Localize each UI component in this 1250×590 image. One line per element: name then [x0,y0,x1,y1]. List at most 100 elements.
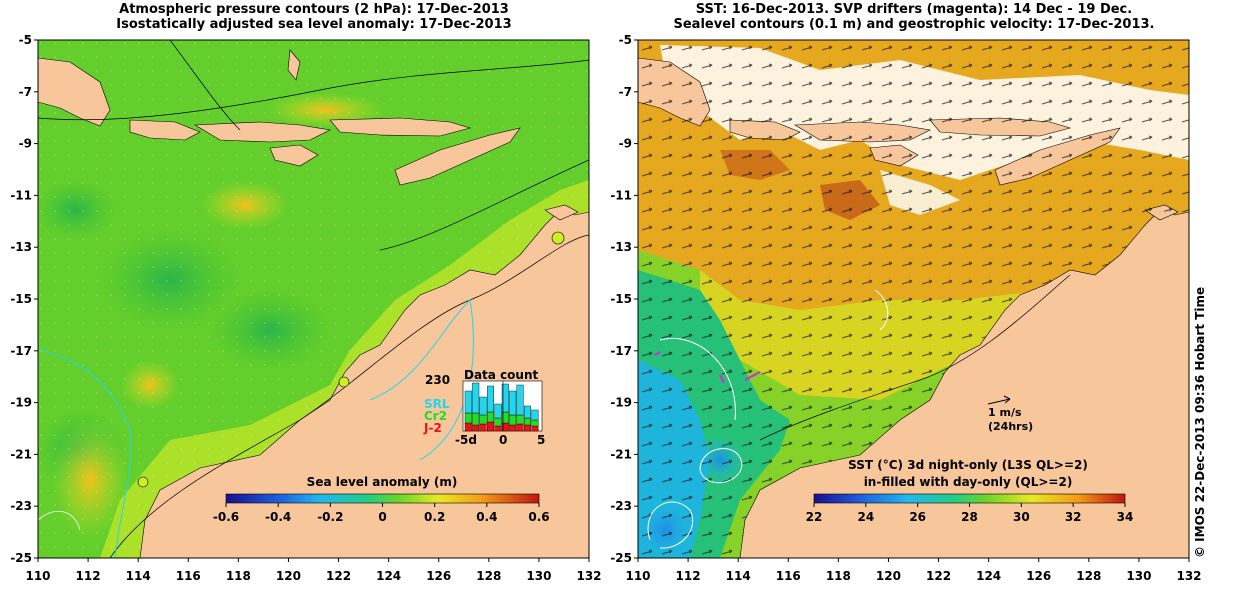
x-tick-label: 116 [776,569,801,583]
left-sumbawa-island [193,121,331,143]
left-pressure-contour [169,40,241,131]
x-tick-label: 118 [226,569,251,583]
data-count-legend-srl: SRL [424,397,450,411]
left-colorbar-bar [225,493,540,504]
right-sealevel-contour [874,289,889,331]
left-title: Atmospheric pressure contours (2 hPa): 1… [38,2,590,32]
left-map [38,40,589,558]
x-tick-label: 132 [1176,569,1201,583]
y-tick-label: -25 [10,551,32,565]
x-tick-label: 112 [76,569,101,583]
right-colorbar-ticks: 22 24 26 28 30 32 34 [806,503,1133,524]
x-tick-label: 122 [326,569,351,583]
colorbar-tick-label: 0.2 [424,510,445,524]
histogram-bar-segment [464,422,472,432]
y-tick-label: -17 [610,344,632,358]
x-tick-label: 120 [276,569,301,583]
y-tick-label: -17 [10,344,32,358]
histogram-bar-segment [479,396,487,416]
histogram-bar-segment [487,411,495,423]
colorbar-tick-label: -0.4 [265,510,291,524]
histogram-bar-segment [509,414,517,426]
histogram-bar-segment [472,412,480,426]
right-title-line2: Sealevel contours (0.1 m) and geostrophi… [673,17,1155,32]
colorbar-tick-label: 0.6 [528,510,549,524]
x-tick-label: 126 [1026,569,1051,583]
histogram-bar-segment [531,409,539,421]
colorbar-tick-label: -0.6 [213,510,239,524]
data-count-xtick: 0 [499,433,507,447]
left-colorbar-label: Sea level anomaly (m) [307,475,458,489]
y-tick-label: -13 [10,240,32,254]
y-tick-label: -21 [10,447,32,461]
histogram-bar-segment [494,425,502,432]
x-tick-label: 122 [926,569,951,583]
x-tick-label: 114 [726,569,751,583]
histogram-bar-segment [479,423,487,432]
right-sealevel-contour [699,448,743,484]
histogram-bar-segment [516,384,524,416]
x-tick-label: 132 [576,569,601,583]
histogram-bar-segment [479,414,487,425]
colorbar-tick-label: -0.2 [317,510,343,524]
left-java-island [38,57,111,127]
x-tick-label: 120 [876,569,901,583]
histogram-bar-segment [509,424,517,432]
right-map [638,40,1189,558]
colorbar-tick-label: 0 [378,510,386,524]
x-tick-label: 114 [126,569,151,583]
y-tick-label: -19 [10,396,32,410]
velocity-key: 1 m/s (24hrs) [987,395,1033,433]
y-tick-label: -19 [610,396,632,410]
x-tick-label: 130 [1126,569,1151,583]
histogram-bar-segment [464,412,472,424]
x-tick-label: 124 [976,569,1001,583]
right-title: SST: 16-Dec-2013. SVP drifters (magenta)… [638,2,1190,32]
x-tick-label: 126 [426,569,451,583]
velocity-key-label: (24hrs) [988,420,1033,433]
y-tick-label: -5 [19,33,32,47]
left-white-contour [38,510,81,531]
colorbar-tick-label: 24 [857,510,874,524]
data-count-max-label: 230 [425,373,450,387]
right-sealevel-contour [647,501,694,549]
x-tick-label: 110 [625,569,650,583]
y-tick-label: -13 [610,240,632,254]
left-pressure-contour [109,234,589,558]
right-axes: 110 112 114 116 118 120 122 124 126 128 130 132 -5 -7… [610,33,1201,583]
y-tick-label: -11 [610,188,632,202]
histogram-bar-segment [472,424,480,432]
right-sealevel-contour [659,338,736,421]
histogram-bar-segment [524,405,532,419]
left-flores-island [329,117,472,137]
right-colorbar-label: SST (°C) 3d night-only (L3S QL>=2) [848,458,1088,472]
left-bali-lombok-island [129,119,201,141]
velocity-key-arrow [987,395,1011,405]
left-small-island [544,204,579,221]
right-drifter-track [719,374,725,384]
y-tick-label: -11 [10,188,32,202]
colorbar-tick-label: 28 [961,510,978,524]
y-tick-label: -7 [619,85,632,99]
data-count-legend-cr2: Cr2 [424,409,447,423]
histogram-bar-segment [501,383,509,413]
right-velocity-vectors [638,40,1189,558]
data-count-title: Data count [464,368,539,382]
x-tick-label: 128 [476,569,501,583]
left-station-marker [551,231,565,245]
histogram-bar-segment [494,403,502,419]
data-count-legend-j2: J-2 [423,421,442,435]
data-count-xtick: -5d [455,433,477,447]
histogram-bar-segment [494,417,502,427]
velocity-key-label: 1 m/s [988,406,1022,419]
left-title-line1: Atmospheric pressure contours (2 hPa): 1… [119,2,509,17]
left-cyan-contour [369,298,474,461]
left-title-line2: Isostatically adjusted sea level anomaly… [116,17,512,32]
histogram-bar-segment [531,425,539,432]
left-timor-island [394,127,521,186]
x-tick-label: 116 [176,569,201,583]
x-tick-label: 130 [526,569,551,583]
histogram-bar-segment [487,421,495,432]
left-sumba-island [269,144,319,167]
